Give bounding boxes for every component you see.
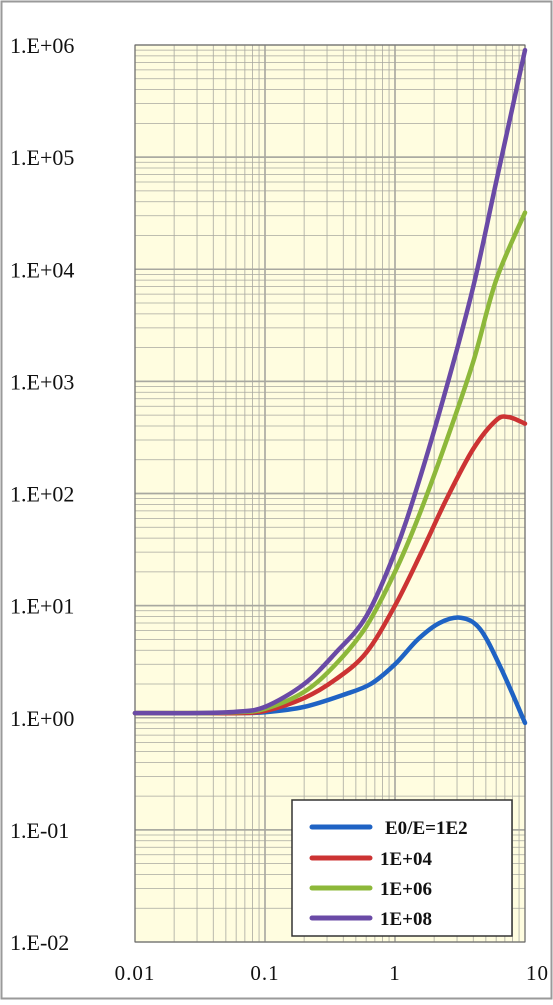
legend-label: 1E+06 [380,879,432,900]
y-axis-ticks: 1.E-02 1.E-01 1.E+00 1.E+01 1.E+02 1.E+03 1.E+… [10,33,74,955]
y-tick-label: 1.E+04 [10,257,74,282]
x-tick-label: 0.01 [115,961,156,985]
y-tick-label: 1.E+06 [10,33,74,58]
x-tick-label: 1 [389,961,401,985]
y-tick-label: 1.E+02 [10,482,74,507]
x-tick-label: 10 [526,961,549,985]
y-tick-label: 1.E-01 [10,818,69,843]
y-tick-label: 1.E-02 [10,930,69,955]
plot-frame [134,44,526,943]
y-tick-label: 1.E+03 [10,369,74,394]
x-tick-label: 0.1 [250,961,279,985]
legend-label: 1E+04 [380,849,432,870]
y-tick-label: 1.E+05 [10,145,74,170]
series-group [132,47,528,726]
series-line-4 [132,47,528,716]
legend-box [291,799,513,937]
y-tick-label: 1.E+01 [10,594,74,619]
legend-label: E0/E=1E2 [385,818,468,839]
legend-label: 1E+08 [380,909,432,930]
y-tick-label: 1.E+00 [10,706,74,731]
x-axis-ticks: 0.01 0.1 1 10 [115,961,549,985]
legend: E0/E=1E2 1E+04 1E+06 1E+08 [291,799,513,937]
